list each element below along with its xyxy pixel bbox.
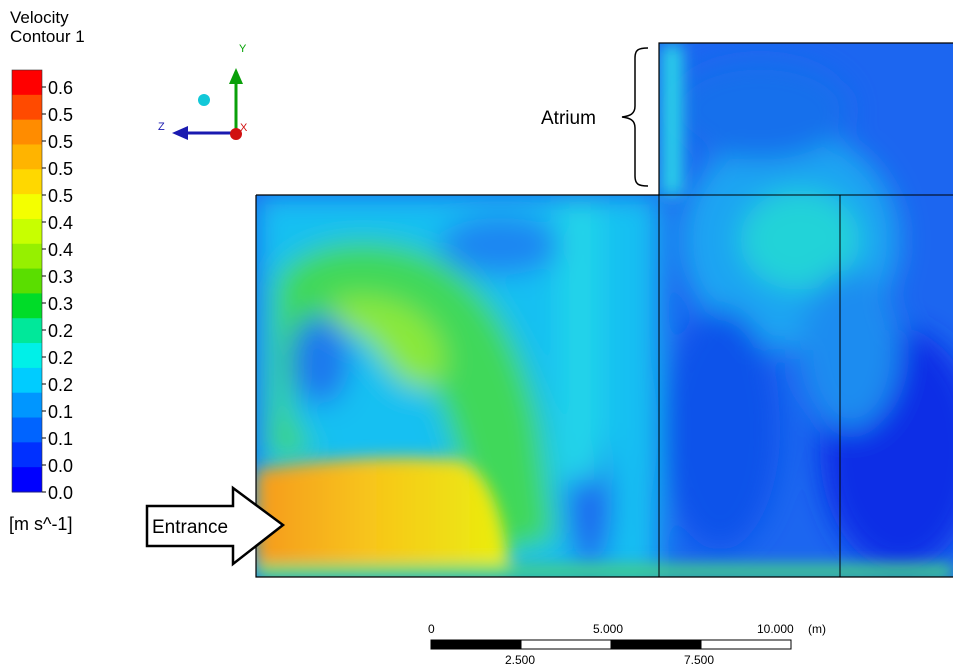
legend-units: [m s^-1] xyxy=(9,514,72,534)
scale-label-10000: 10.000 xyxy=(757,622,794,636)
domain-outline-bottom xyxy=(255,195,953,578)
legend-color-segment xyxy=(12,144,42,170)
legend-tick-label: 0.3 xyxy=(48,294,73,314)
light-source-icon xyxy=(198,94,210,106)
legend-color-segment xyxy=(12,467,42,493)
legend-color-segment xyxy=(12,442,42,468)
legend-color-segment xyxy=(12,218,42,245)
legend-tick-label: 0.1 xyxy=(48,429,73,449)
legend-color-segment xyxy=(12,94,42,121)
legend-tick-label: 0.4 xyxy=(48,240,73,260)
y-axis-label: Y xyxy=(239,43,247,55)
x-axis-label: X xyxy=(240,122,248,134)
velocity-contour-field xyxy=(256,43,953,577)
scale-segment-4 xyxy=(700,639,792,650)
legend-color-segment xyxy=(12,268,42,294)
entrance-arrow-icon xyxy=(145,485,286,567)
legend-tick-label: 0.0 xyxy=(48,483,73,503)
legend-color-segment xyxy=(12,392,42,419)
scale-segment-2 xyxy=(520,639,612,650)
axis-triad: Y Z X xyxy=(158,43,248,140)
z-axis-arrow-icon xyxy=(172,126,188,140)
entrance-label: Entrance xyxy=(152,517,228,538)
legend-tick-label: 0.2 xyxy=(48,321,73,341)
atrium-label: Atrium xyxy=(541,108,596,129)
scale-segment-3 xyxy=(610,639,702,650)
z-axis-label: Z xyxy=(158,121,165,133)
scale-unit: (m) xyxy=(808,622,826,636)
legend-color-segment xyxy=(12,343,42,369)
scale-label-7500: 7.500 xyxy=(684,653,714,667)
domain-outline-top xyxy=(256,42,953,196)
scale-label-0: 0 xyxy=(428,622,435,636)
legend-frame xyxy=(11,69,43,493)
legend-color-segment xyxy=(12,243,42,270)
legend-tick-label: 0.2 xyxy=(48,375,73,395)
legend-tick-label: 0.3 xyxy=(48,267,73,287)
legend-color-segment xyxy=(12,417,42,443)
legend-tick-label: 0.2 xyxy=(48,348,73,368)
atrium-brace-icon xyxy=(621,47,649,187)
legend-title: Velocity Contour 1 xyxy=(10,8,85,46)
legend-tick-label: 0.6 xyxy=(48,78,73,98)
legend-tick-labels: 0.6 0.5 0.5 0.5 0.5 0.4 0.4 0.3 0.3 0.2 0.2 0.2 0.1 0… xyxy=(42,78,73,503)
legend-title-line1: Velocity xyxy=(10,8,69,27)
x-axis-dot-icon xyxy=(230,128,242,140)
scale-segment-1 xyxy=(430,639,522,650)
legend-color-segment xyxy=(12,194,42,220)
legend-tick-label: 0.5 xyxy=(48,132,73,152)
legend-tick-label: 0.5 xyxy=(48,186,73,206)
legend-title-line2: Contour 1 xyxy=(10,27,85,46)
legend-tick-label: 0.1 xyxy=(48,402,73,422)
scale-bar: 0 5.000 10.000 (m) 2.500 7.500 xyxy=(428,622,826,667)
legend-color-segment xyxy=(12,70,42,96)
legend-color-segment xyxy=(12,119,42,145)
legend-color-segment xyxy=(12,293,42,319)
legend-color-segment xyxy=(12,367,42,394)
legend-tick-label: 0.5 xyxy=(48,159,73,179)
y-axis-arrow-icon xyxy=(229,68,243,84)
legend-tick-label: 0.4 xyxy=(48,213,73,233)
legend-color-segment xyxy=(12,318,42,344)
legend-tick-label: 0.0 xyxy=(48,456,73,476)
legend-tick-label: 0.5 xyxy=(48,105,73,125)
legend-color-bar xyxy=(11,69,43,493)
scale-label-2500: 2.500 xyxy=(505,653,535,667)
scale-label-5000: 5.000 xyxy=(593,622,623,636)
legend-color-segment xyxy=(12,169,42,195)
